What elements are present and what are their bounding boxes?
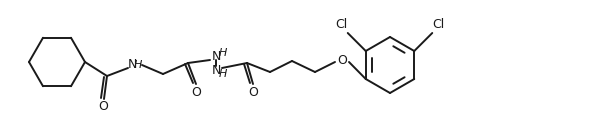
Text: H: H	[219, 69, 227, 79]
Text: O: O	[98, 100, 108, 113]
Text: H: H	[219, 48, 227, 58]
Text: N: N	[211, 63, 220, 76]
Text: Cl: Cl	[336, 18, 348, 31]
Text: N: N	[127, 59, 137, 71]
Text: O: O	[337, 54, 347, 67]
Text: N: N	[211, 50, 220, 63]
Text: O: O	[191, 86, 201, 99]
Text: O: O	[248, 86, 258, 99]
Text: Cl: Cl	[432, 18, 445, 31]
Text: H: H	[134, 60, 142, 70]
